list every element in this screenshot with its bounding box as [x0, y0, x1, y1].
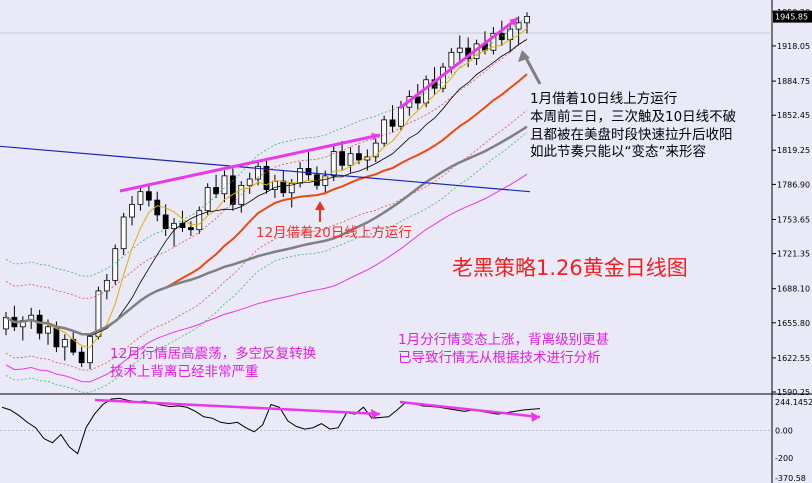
price-tick-label: 1590.25: [777, 388, 810, 397]
candle-body: [213, 187, 219, 195]
osc-divergence-arrow-dec: [94, 398, 381, 416]
osc-min-label: -370.58: [775, 474, 806, 483]
jan-commentary-line-2: 本周前三日，三次触及10日线不破: [530, 108, 737, 125]
candle-body: [389, 119, 396, 127]
candle-body: [255, 165, 261, 180]
dec-ma20-annotation: 12月借着20日线上方运行: [256, 225, 412, 241]
jan-commentary-line-3: 且都被在美盘时段快速拉升后收阳: [530, 126, 733, 143]
price-tick-label: 1622.55: [777, 354, 810, 363]
last-price-label: 1945.85: [775, 13, 808, 22]
candle-body: [87, 335, 93, 364]
price-tick-label: 1753.65: [777, 215, 810, 224]
osc-divergence-arrow-jan-head: [531, 412, 540, 422]
candle-body: [339, 151, 346, 166]
osc-zero-label: 0.00: [775, 426, 793, 435]
price-tick-label: 1884.75: [777, 77, 810, 86]
price-tick-label: 1786.90: [777, 180, 810, 189]
candle-body: [448, 51, 455, 68]
candle-body: [398, 106, 404, 127]
candle-body: [524, 16, 530, 24]
jan-divergence-note: 1月分行情变态上涨，背离级别更甚 已导致行情无从根据技术进行分析: [398, 332, 609, 368]
candle-body: [263, 165, 270, 190]
candle-body: [196, 210, 203, 231]
candle-body: [246, 178, 253, 186]
candle-body: [297, 168, 304, 184]
osc-max-label: 244.1452: [775, 398, 812, 407]
long-term-ma-line: [0, 145, 531, 193]
last-price-box: [773, 10, 812, 23]
candle-body: [78, 351, 85, 364]
ma20-line: [5, 73, 528, 336]
red-pointer-head: [315, 201, 325, 210]
chart-title: 老黑策略1.26黄金日线图: [452, 256, 688, 280]
candle-body: [103, 279, 110, 292]
candle-body: [145, 191, 152, 201]
candle-body: [120, 216, 127, 250]
ma10-line: [5, 39, 528, 337]
jan-commentary: 1月借着10日线上方运行 本周前三日，三次触及10日线不破 且都被在美盘时段快速…: [530, 91, 736, 162]
candle-body: [322, 175, 329, 186]
price-trend-arrow-jan: [399, 16, 519, 110]
pointer-arrow-head: [518, 50, 530, 62]
dec-divergence-note: 12月行情居高震荡，多空反复转换 技术上背离已经非常严重: [110, 346, 316, 382]
jan-commentary-line-1: 1月借着10日线上方运行: [530, 91, 678, 107]
candle-body: [280, 180, 287, 194]
candle-body: [229, 175, 236, 205]
candle-body: [36, 314, 43, 334]
candle-body: [187, 227, 194, 231]
candle-body: [423, 79, 430, 104]
jan-divergence-line-2: 已导致行情无从根据技术进行分析: [398, 349, 601, 366]
candle-body: [204, 187, 211, 212]
dec-divergence-line-1: 12月行情居高震荡，多空反复转换: [110, 346, 317, 362]
price-tick-label: 1852.45: [777, 111, 810, 120]
osc-divergence-arrow-jan: [399, 400, 541, 419]
candle-body: [372, 142, 379, 158]
candle-body: [456, 47, 463, 53]
candle-body: [330, 151, 337, 177]
jan-commentary-line-4: 如此节奏只能以“变态”来形容: [530, 144, 706, 161]
price-tick-label: 1655.80: [777, 319, 810, 328]
candle-body: [137, 191, 144, 205]
candle-body: [347, 153, 354, 166]
candle-body: [61, 339, 68, 348]
price-tick-label: 1918.05: [777, 42, 810, 51]
price-tick-label: 1819.25: [777, 146, 810, 155]
osc-minus200-label: -200: [775, 454, 793, 463]
price-trend-arrow-jan-head: [509, 18, 518, 27]
jan-divergence-line-1: 1月分行情变态上涨，背离级别更甚: [398, 332, 610, 348]
ma5-line: [5, 27, 528, 349]
candle-body: [272, 180, 278, 190]
lower-envelope-magenta: [5, 173, 528, 383]
oscillator-line: [1, 397, 541, 455]
osc-divergence-arrow-dec-head: [371, 409, 380, 419]
ma60-line: [5, 125, 528, 336]
candle-body: [162, 214, 169, 230]
candle-body: [129, 203, 135, 218]
dec-divergence-line-2: 技术上背离已经非常严重: [110, 363, 259, 380]
price-trend-arrow-dec-head: [371, 132, 380, 141]
candle-body: [305, 168, 312, 176]
candle-body: [356, 153, 362, 161]
candle-body: [381, 119, 388, 144]
price-tick-label: 1688.10: [777, 285, 810, 294]
price-tick-label: 1721.35: [777, 250, 810, 259]
candle-body: [490, 32, 497, 51]
price-trend-arrow-dec: [119, 133, 381, 193]
candle-body: [45, 326, 51, 334]
candle-body: [288, 182, 295, 194]
pointer-arrow-shaft: [524, 57, 542, 85]
candle-body: [221, 175, 228, 195]
